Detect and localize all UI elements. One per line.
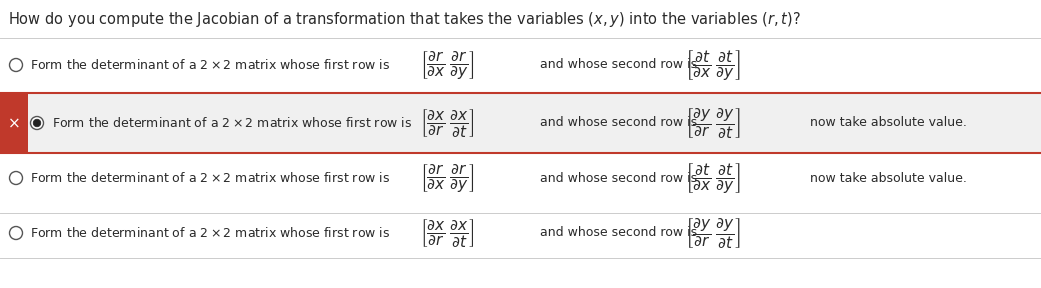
Text: $\left[\dfrac{\partial t}{\partial x}\;\dfrac{\partial t}{\partial y}\right]$: $\left[\dfrac{\partial t}{\partial x}\;\… <box>685 161 740 195</box>
Circle shape <box>33 119 41 127</box>
Circle shape <box>9 171 23 185</box>
Text: and whose second row is: and whose second row is <box>540 171 697 185</box>
Text: and whose second row is: and whose second row is <box>540 117 697 130</box>
Text: and whose second row is: and whose second row is <box>540 58 697 71</box>
Text: and whose second row is: and whose second row is <box>540 226 697 240</box>
Text: $\left[\dfrac{\partial x}{\partial r}\;\dfrac{\partial x}{\partial t}\right]$: $\left[\dfrac{\partial x}{\partial r}\;\… <box>420 217 475 249</box>
Bar <box>0 93 1041 153</box>
Text: $\left[\dfrac{\partial r}{\partial x}\;\dfrac{\partial r}{\partial y}\right]$: $\left[\dfrac{\partial r}{\partial x}\;\… <box>420 162 475 194</box>
Text: $\left[\dfrac{\partial y}{\partial r}\;\dfrac{\partial y}{\partial t}\right]$: $\left[\dfrac{\partial y}{\partial r}\;\… <box>685 216 740 250</box>
Text: now take absolute value.: now take absolute value. <box>810 171 967 185</box>
Circle shape <box>30 117 44 130</box>
Text: Form the determinant of a $2 \times 2$ matrix whose first row is: Form the determinant of a $2 \times 2$ m… <box>30 58 390 72</box>
Text: How do you compute the Jacobian of a transformation that takes the variables $(x: How do you compute the Jacobian of a tra… <box>8 10 801 29</box>
Text: Form the determinant of a $2 \times 2$ matrix whose first row is: Form the determinant of a $2 \times 2$ m… <box>30 171 390 185</box>
Text: $\left[\dfrac{\partial x}{\partial r}\;\dfrac{\partial x}{\partial t}\right]$: $\left[\dfrac{\partial x}{\partial r}\;\… <box>420 107 475 139</box>
Text: $\times$: $\times$ <box>7 115 20 130</box>
Text: $\left[\dfrac{\partial y}{\partial r}\;\dfrac{\partial y}{\partial t}\right]$: $\left[\dfrac{\partial y}{\partial r}\;\… <box>685 106 740 140</box>
Text: Form the determinant of a $2 \times 2$ matrix whose first row is: Form the determinant of a $2 \times 2$ m… <box>30 226 390 240</box>
Circle shape <box>9 226 23 240</box>
Text: $\left[\dfrac{\partial t}{\partial x}\;\dfrac{\partial t}{\partial y}\right]$: $\left[\dfrac{\partial t}{\partial x}\;\… <box>685 48 740 82</box>
Text: now take absolute value.: now take absolute value. <box>810 117 967 130</box>
Bar <box>28 93 1041 153</box>
Circle shape <box>9 58 23 71</box>
Text: $\left[\dfrac{\partial r}{\partial x}\;\dfrac{\partial r}{\partial y}\right]$: $\left[\dfrac{\partial r}{\partial x}\;\… <box>420 49 475 81</box>
Text: Form the determinant of a $2 \times 2$ matrix whose first row is: Form the determinant of a $2 \times 2$ m… <box>52 116 412 130</box>
